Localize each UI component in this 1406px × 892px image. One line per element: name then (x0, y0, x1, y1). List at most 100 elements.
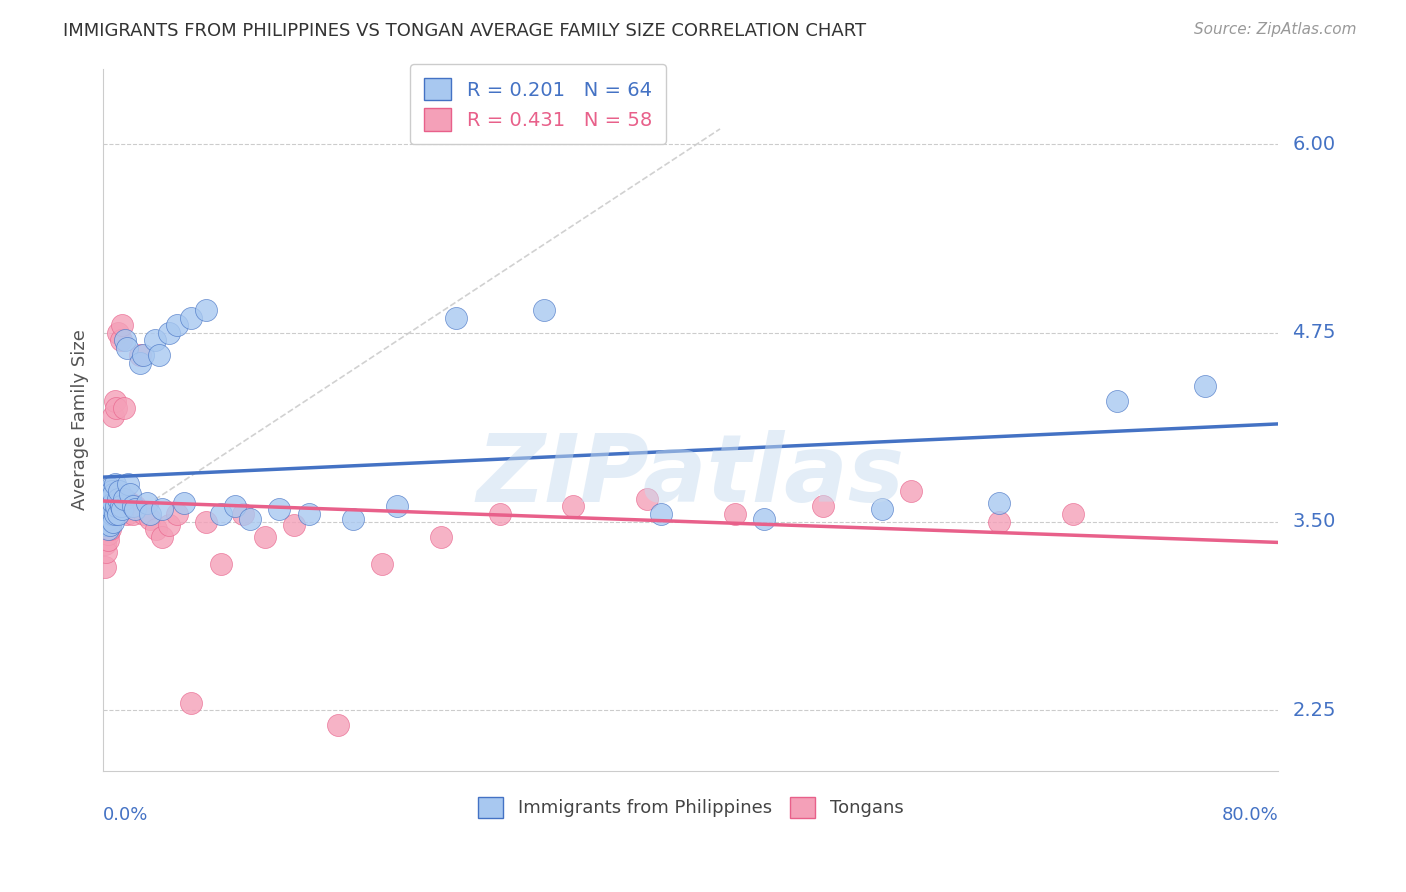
Point (269, 502, 291, 516)
Text: Source: ZipAtlas.com: Source: ZipAtlas.com (1194, 22, 1357, 37)
Point (100, 517, 122, 532)
Point (1062, 507, 1084, 521)
Point (103, 409, 125, 423)
Point (124, 500, 146, 514)
Point (132, 348, 155, 362)
Point (145, 522, 167, 536)
Point (104, 476, 127, 491)
Point (96, 502, 118, 516)
Point (533, 303, 555, 318)
Point (128, 356, 150, 370)
Point (105, 500, 128, 514)
Point (166, 507, 188, 521)
Point (134, 507, 156, 521)
Point (96, 500, 118, 514)
Point (111, 502, 134, 516)
Point (724, 507, 747, 521)
Point (752, 511, 775, 525)
Point (209, 507, 232, 521)
Point (94, 517, 117, 532)
Point (136, 496, 159, 510)
Point (239, 511, 262, 525)
Point (103, 484, 125, 499)
Point (108, 484, 131, 499)
Point (118, 496, 141, 510)
Point (1194, 378, 1216, 392)
Point (224, 500, 246, 514)
Point (108, 500, 131, 514)
Point (139, 511, 162, 525)
Point (444, 310, 467, 325)
Point (101, 507, 124, 521)
Point (124, 502, 146, 516)
Point (115, 341, 138, 355)
Point (100, 491, 122, 506)
Point (283, 517, 305, 532)
Point (96, 500, 118, 514)
Point (101, 502, 124, 516)
Point (114, 334, 136, 348)
Point (562, 500, 585, 514)
Point (173, 496, 195, 510)
Point (112, 401, 135, 416)
Point (96, 533, 118, 547)
Text: 4.75: 4.75 (1292, 323, 1336, 343)
Point (94, 507, 117, 521)
Point (101, 484, 124, 499)
Point (988, 515, 1011, 529)
Point (326, 718, 349, 732)
Point (150, 530, 173, 544)
Point (104, 393, 127, 408)
Point (121, 500, 143, 514)
Point (298, 507, 321, 521)
Point (100, 481, 122, 495)
Point (93, 559, 115, 574)
Legend: Immigrants from Philippines, Tongans: Immigrants from Philippines, Tongans (471, 789, 911, 825)
Point (104, 507, 127, 521)
Point (98, 507, 121, 521)
Y-axis label: Average Family Size: Average Family Size (72, 329, 89, 510)
Point (121, 507, 143, 521)
Point (143, 334, 166, 348)
Point (110, 334, 132, 348)
Point (488, 507, 510, 521)
Point (104, 507, 127, 521)
Point (94, 515, 117, 529)
Point (900, 484, 922, 499)
Point (115, 507, 138, 521)
Point (988, 496, 1011, 510)
Point (96, 496, 118, 510)
Point (139, 507, 162, 521)
Point (100, 515, 122, 529)
Point (93, 507, 115, 521)
Point (105, 401, 128, 416)
Point (117, 476, 139, 491)
Point (166, 318, 188, 333)
Point (371, 557, 394, 571)
Point (96, 522, 118, 536)
Point (148, 348, 170, 362)
Point (157, 326, 180, 340)
Point (103, 487, 125, 501)
Text: IMMIGRANTS FROM PHILIPPINES VS TONGAN AVERAGE FAMILY SIZE CORRELATION CHART: IMMIGRANTS FROM PHILIPPINES VS TONGAN AV… (63, 22, 866, 40)
Point (342, 511, 364, 525)
Text: ZIPatlas: ZIPatlas (477, 430, 904, 522)
Point (100, 500, 122, 514)
Point (111, 318, 134, 333)
Text: 6.00: 6.00 (1292, 135, 1336, 153)
Point (96, 484, 118, 499)
Point (180, 696, 202, 710)
Point (650, 507, 672, 521)
Point (385, 500, 408, 514)
Point (232, 507, 254, 521)
Point (101, 491, 124, 506)
Text: 0.0%: 0.0% (103, 805, 149, 824)
Text: 80.0%: 80.0% (1222, 805, 1278, 824)
Point (112, 491, 135, 506)
Point (107, 507, 129, 521)
Point (870, 502, 893, 516)
Point (94, 522, 117, 536)
Point (100, 522, 122, 536)
Point (194, 303, 217, 318)
Point (93, 537, 115, 551)
